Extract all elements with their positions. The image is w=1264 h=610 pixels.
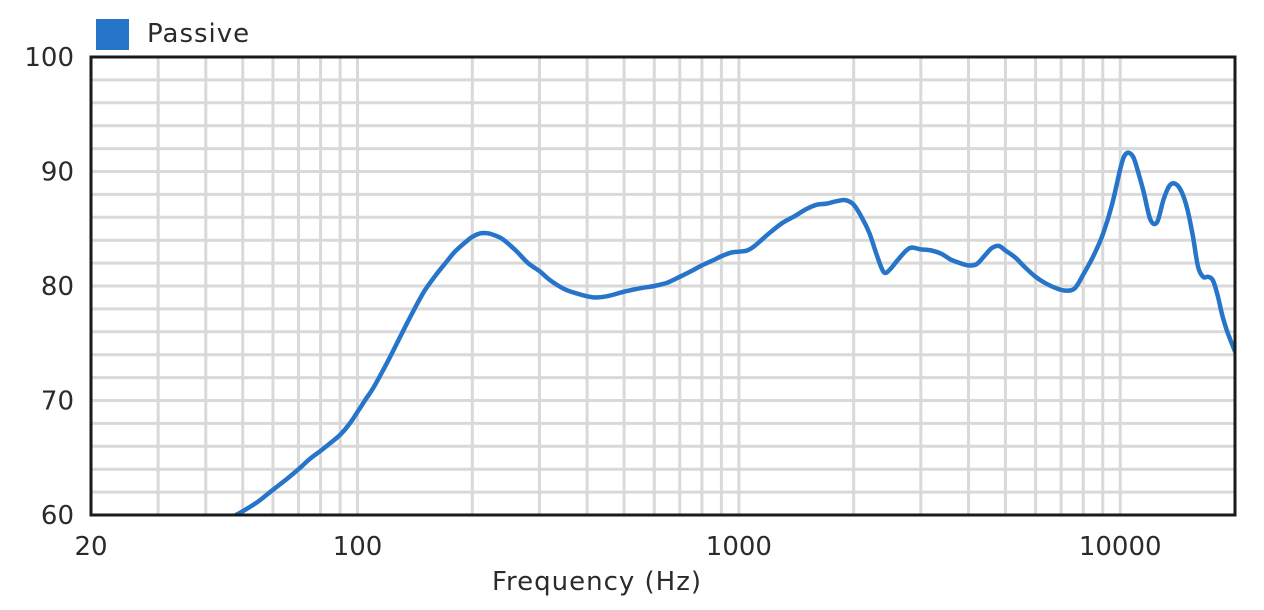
y-tick-label: 60 bbox=[41, 501, 74, 531]
series-layer bbox=[233, 150, 1235, 515]
grid-lines bbox=[91, 57, 1235, 515]
x-tick-label: 10000 bbox=[1079, 532, 1162, 562]
x-tick-label: 100 bbox=[333, 532, 383, 562]
legend: Passive bbox=[96, 18, 250, 50]
y-tick-label: 80 bbox=[41, 272, 74, 302]
legend-label-passive: Passive bbox=[147, 19, 251, 49]
plot-frame bbox=[89, 55, 1237, 517]
x-tick-label: 20 bbox=[74, 532, 107, 562]
x-tick-label: 1000 bbox=[706, 532, 772, 562]
y-tick-label: 90 bbox=[41, 158, 74, 188]
x-axis-title: Frequency (Hz) bbox=[492, 567, 702, 597]
series-line-passive bbox=[233, 150, 1235, 515]
y-tick-label: 100 bbox=[24, 43, 74, 73]
y-tick-label: 70 bbox=[41, 387, 74, 417]
legend-swatch-passive bbox=[96, 18, 129, 50]
